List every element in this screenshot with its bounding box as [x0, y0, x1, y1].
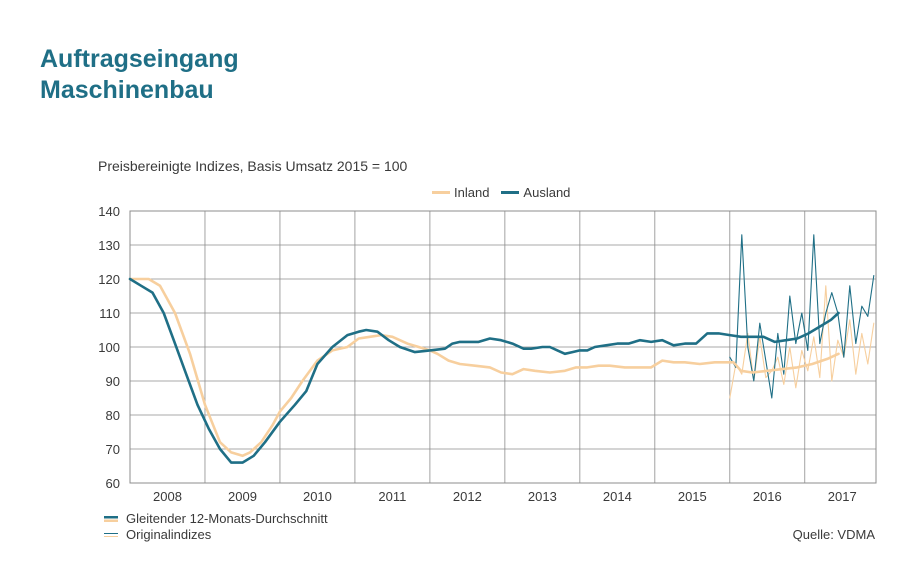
source-note: Quelle: VDMA	[792, 527, 875, 542]
x-tick-label: 2013	[528, 489, 557, 504]
x-tick-label: 2011	[378, 489, 406, 504]
x-tick-label: 2015	[678, 489, 707, 504]
legend-label-ausland: Ausland	[523, 185, 571, 200]
legend: Inland Ausland	[432, 185, 570, 200]
chart-title: Auftragseingang Maschinenbau	[40, 44, 239, 106]
title-line-2: Maschinenbau	[40, 76, 214, 104]
series-line-ausland-original	[729, 234, 875, 399]
note-swatch-original	[104, 527, 118, 542]
series-line-ausland-moving-average	[128, 277, 840, 464]
y-tick-label: 70	[106, 442, 120, 457]
y-tick-label: 80	[106, 408, 120, 423]
y-tick-label: 120	[98, 272, 120, 287]
y-tick-label: 100	[98, 340, 120, 355]
legend-swatch-ausland	[501, 191, 520, 194]
legend-item-ausland: Ausland	[501, 185, 570, 200]
legend-swatch-inland	[432, 191, 450, 194]
note-label-original: Originalindizes	[126, 527, 212, 542]
x-tick-label: 2009	[228, 489, 257, 504]
y-tick-label: 110	[99, 306, 120, 321]
note-swatch-moving-average	[104, 511, 118, 526]
x-tick-label: 2008	[153, 489, 182, 504]
y-tick-label: 130	[98, 238, 120, 253]
x-tick-label: 2016	[753, 489, 782, 504]
note-moving-average: Gleitender 12-Monats-Durchschnitt	[104, 511, 328, 526]
y-tick-label: 90	[106, 374, 120, 389]
y-tick-label: 140	[98, 204, 120, 219]
x-tick-label: 2012	[453, 489, 482, 504]
x-tick-label: 2010	[303, 489, 332, 504]
series-line-inland-moving-average	[128, 277, 840, 458]
y-tick-label: 60	[106, 476, 120, 491]
title-line-1: Auftragseingang	[40, 45, 239, 73]
legend-item-inland: Inland	[432, 185, 489, 200]
x-tick-label: 2014	[603, 489, 632, 504]
chart-subtitle: Preisbereinigte Indizes, Basis Umsatz 20…	[98, 158, 408, 174]
note-original: Originalindizes	[104, 527, 211, 542]
legend-label-inland: Inland	[454, 185, 490, 200]
x-tick-label: 2017	[828, 489, 857, 504]
note-label-moving-average: Gleitender 12-Monats-Durchschnitt	[126, 511, 328, 526]
